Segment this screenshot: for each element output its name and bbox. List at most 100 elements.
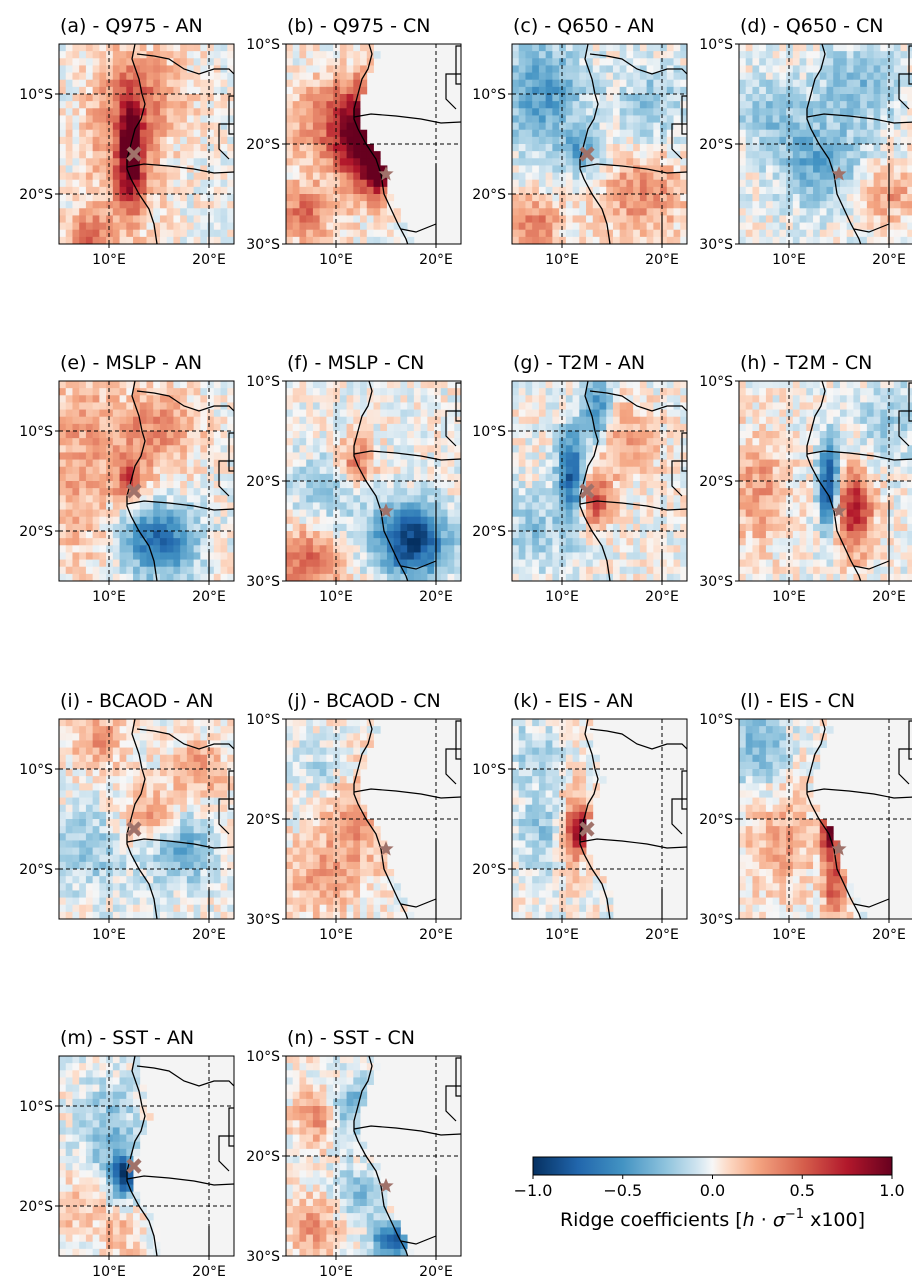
- heat-cell: [286, 222, 294, 231]
- heat-cell: [159, 108, 168, 116]
- heat-cell: [386, 236, 395, 244]
- heat-cell: [619, 545, 627, 553]
- heat-cell: [745, 172, 753, 181]
- heat-cell: [126, 229, 134, 238]
- heat-cell: [139, 222, 147, 231]
- heat-cell: [119, 72, 127, 81]
- heat-cell: [65, 416, 73, 425]
- heat-cell: [786, 215, 794, 223]
- heat-cell: [646, 129, 654, 138]
- heat-cell: [173, 108, 181, 116]
- heat-cell: [765, 65, 774, 73]
- heat-cell: [133, 108, 141, 116]
- heat-cell: [333, 409, 341, 418]
- heat-cell: [525, 445, 533, 453]
- heat-cell: [779, 395, 787, 403]
- heat-cell: [65, 509, 73, 518]
- heat-cell: [434, 409, 442, 418]
- heat-cell: [286, 388, 294, 396]
- country-border: [400, 223, 437, 233]
- heat-cell: [646, 65, 654, 73]
- heat-cell: [853, 108, 861, 116]
- heat-cell: [292, 416, 300, 425]
- heat-cell: [79, 538, 87, 546]
- heat-cell: [213, 495, 221, 503]
- heat-cell: [606, 65, 614, 73]
- heat-cell: [559, 402, 567, 410]
- heat-cell: [360, 573, 368, 581]
- heat-cell: [427, 409, 435, 418]
- heat-cell: [745, 115, 753, 123]
- heat-cell: [819, 388, 827, 396]
- heat-cell: [312, 438, 321, 446]
- heat-cell: [673, 101, 681, 109]
- heat-cell: [653, 538, 661, 546]
- heat-cell: [126, 151, 134, 159]
- heat-cell: [126, 409, 134, 418]
- heat-cell: [833, 144, 841, 152]
- heat-cell: [586, 208, 594, 216]
- heat-cell: [772, 44, 780, 52]
- heat-cell: [866, 65, 875, 73]
- heat-cell: [900, 65, 908, 73]
- heat-cell: [373, 416, 381, 425]
- heat-cell: [538, 201, 547, 209]
- heat-cell: [619, 573, 627, 581]
- heat-cell: [227, 108, 234, 116]
- heat-cell: [207, 215, 215, 223]
- heat-cell: [586, 573, 594, 581]
- heat-cell: [666, 229, 674, 238]
- heat-cell: [646, 452, 654, 460]
- site-marker-x: [579, 483, 595, 499]
- heat-cell: [339, 573, 347, 581]
- heat-cell: [660, 79, 668, 88]
- heat-cell: [159, 179, 168, 188]
- heat-cell: [306, 445, 314, 453]
- heat-cell: [159, 388, 168, 396]
- heat-cell: [193, 488, 201, 496]
- heat-cell: [353, 466, 361, 475]
- heat-cell: [752, 115, 760, 123]
- heat-cell: [366, 51, 374, 59]
- heat-cell: [512, 51, 520, 59]
- heat-cell: [646, 108, 654, 116]
- heat-cell: [106, 179, 114, 188]
- heat-cell: [186, 86, 195, 95]
- heat-cell: [586, 136, 594, 145]
- heat-cell: [193, 129, 201, 138]
- heat-cell: [545, 409, 553, 418]
- heat-cell: [680, 122, 687, 131]
- heat-cell: [139, 65, 147, 73]
- heat-cell: [633, 509, 641, 518]
- heat-cell: [819, 108, 827, 116]
- heat-cell: [180, 409, 188, 418]
- heat-cell: [126, 538, 134, 546]
- heat-cell: [660, 466, 668, 475]
- heat-cell: [525, 545, 533, 553]
- heat-cell: [559, 129, 567, 138]
- heat-cell: [99, 502, 107, 510]
- heat-cell: [572, 402, 580, 410]
- heat-cell: [660, 531, 668, 539]
- heat-cell: [59, 409, 67, 418]
- country-border: [136, 53, 234, 75]
- heat-cell: [333, 172, 341, 181]
- heat-cell: [159, 445, 168, 453]
- heat-cell: [745, 51, 753, 59]
- heat-cell: [518, 86, 526, 95]
- heat-cell: [413, 381, 422, 389]
- heat-cell: [112, 402, 120, 410]
- heat-cell: [339, 115, 347, 123]
- heat-cell: [440, 509, 448, 518]
- heat-cell: [200, 186, 208, 195]
- heat-cell: [99, 402, 107, 410]
- heat-cell: [518, 229, 526, 238]
- heat-cell: [119, 495, 127, 503]
- heat-cell: [420, 488, 428, 496]
- heat-cell: [319, 566, 327, 575]
- heat-cell: [333, 79, 341, 88]
- heat-cell: [79, 402, 87, 410]
- heat-cell: [333, 58, 341, 66]
- heat-cell: [227, 101, 234, 109]
- heat-cell: [213, 129, 221, 138]
